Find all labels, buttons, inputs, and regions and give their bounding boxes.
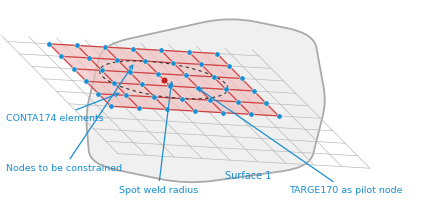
Text: Surface 1: Surface 1: [225, 171, 271, 181]
Text: TARGE170 as pilot node: TARGE170 as pilot node: [198, 88, 403, 195]
PathPatch shape: [86, 19, 325, 182]
Text: Spot weld radius: Spot weld radius: [119, 82, 198, 195]
Polygon shape: [49, 44, 279, 116]
Text: Nodes to be constrained: Nodes to be constrained: [6, 65, 133, 173]
Text: CONTA174 elements: CONTA174 elements: [6, 93, 119, 123]
